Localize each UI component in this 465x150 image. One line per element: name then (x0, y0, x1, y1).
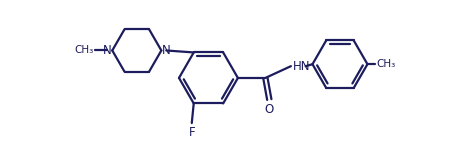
Text: N: N (103, 44, 111, 57)
Text: O: O (265, 103, 274, 116)
Text: HN: HN (293, 60, 310, 73)
Text: CH₃: CH₃ (376, 59, 396, 69)
Text: N: N (162, 44, 171, 57)
Text: CH₃: CH₃ (74, 45, 93, 56)
Text: F: F (188, 126, 195, 139)
